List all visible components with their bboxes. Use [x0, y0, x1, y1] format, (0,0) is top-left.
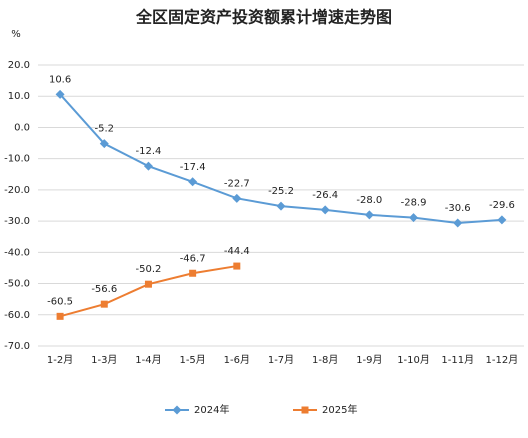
- data-label: 10.6: [49, 74, 71, 85]
- legend-label: 2024年: [194, 403, 229, 416]
- marker: [409, 213, 419, 223]
- marker: [301, 406, 309, 414]
- marker: [188, 177, 198, 187]
- y-tick-label: -20.0: [4, 185, 30, 196]
- data-label: -56.6: [91, 284, 117, 295]
- x-tick-label: 1-7月: [268, 354, 294, 366]
- data-label: -60.5: [47, 296, 73, 307]
- y-axis-label: %: [11, 29, 21, 40]
- data-label: -28.9: [401, 198, 427, 209]
- marker: [233, 262, 241, 270]
- marker: [364, 210, 374, 220]
- marker: [497, 215, 507, 225]
- x-tick-label: 1-8月: [312, 354, 338, 366]
- x-tick-label: 1-12月: [486, 354, 519, 366]
- data-label: -29.6: [489, 200, 515, 211]
- x-tick-label: 1-11月: [441, 354, 474, 366]
- y-tick-label: -40.0: [4, 247, 30, 258]
- y-tick-label: -50.0: [4, 279, 30, 290]
- y-tick-label: 10.0: [8, 91, 30, 102]
- legend-label: 2025年: [322, 403, 357, 416]
- marker: [55, 89, 65, 99]
- marker: [276, 201, 286, 211]
- x-tick-label: 1-5月: [179, 354, 205, 366]
- data-label: -25.2: [268, 186, 294, 197]
- chart-title: 全区固定资产投资额累计增速走势图: [135, 8, 392, 27]
- marker: [144, 280, 152, 288]
- data-label: -44.4: [224, 246, 250, 257]
- marker: [453, 218, 463, 228]
- data-label: -22.7: [224, 178, 250, 189]
- data-label: -50.2: [136, 264, 162, 275]
- x-tick-label: 1-3月: [91, 354, 117, 366]
- data-label: -12.4: [136, 146, 162, 157]
- data-label: -26.4: [312, 190, 338, 201]
- x-tick-label: 1-4月: [135, 354, 161, 366]
- marker: [56, 312, 64, 320]
- y-tick-label: -70.0: [4, 341, 30, 352]
- marker: [100, 300, 108, 308]
- marker: [189, 269, 197, 277]
- marker: [232, 193, 242, 203]
- y-tick-label: 0.0: [14, 122, 30, 133]
- marker: [143, 161, 153, 171]
- data-label: -46.7: [180, 253, 206, 264]
- x-tick-label: 1-2月: [47, 354, 73, 366]
- marker: [172, 405, 182, 415]
- marker: [320, 205, 330, 215]
- data-label: -17.4: [180, 162, 206, 173]
- y-tick-label: -30.0: [4, 216, 30, 227]
- y-tick-label: -10.0: [4, 154, 30, 165]
- x-tick-label: 1-6月: [224, 354, 250, 366]
- x-tick-label: 1-9月: [356, 354, 382, 366]
- data-label: -30.6: [445, 203, 471, 214]
- y-tick-label: 20.0: [8, 60, 30, 71]
- x-tick-label: 1-10月: [397, 354, 430, 366]
- data-label: -5.2: [95, 124, 115, 135]
- y-tick-label: -60.0: [4, 310, 30, 321]
- marker: [99, 139, 109, 149]
- data-label: -28.0: [356, 195, 382, 206]
